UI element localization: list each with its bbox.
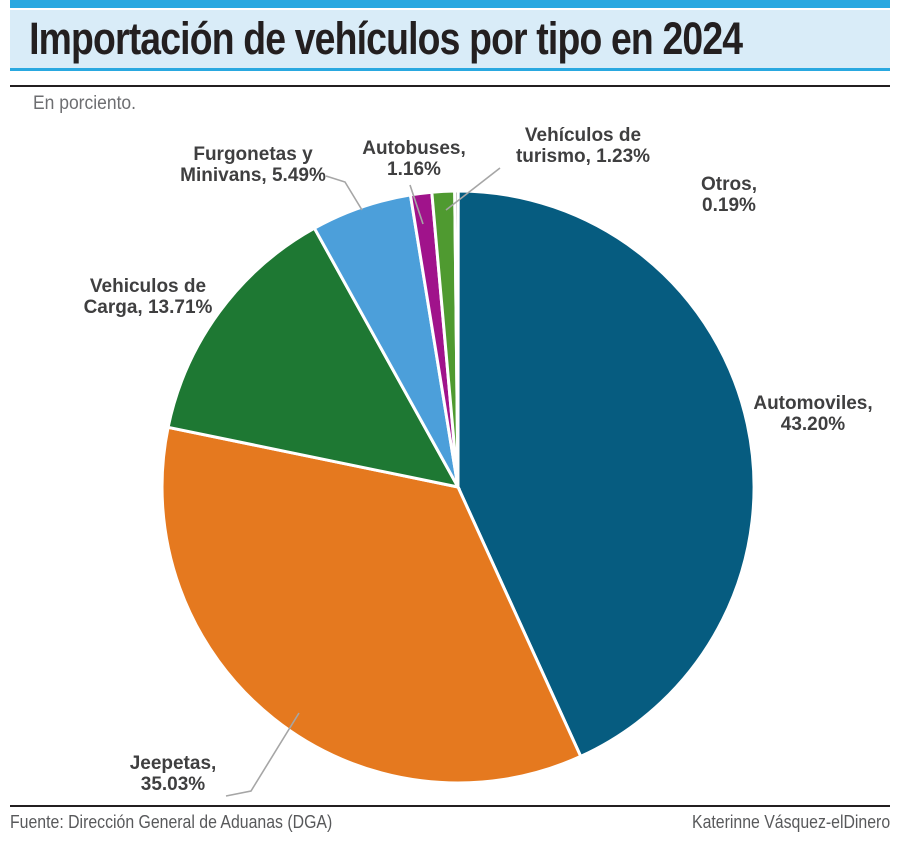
header-divider [10,85,890,87]
source-credit: Fuente: Dirección General de Aduanas (DG… [10,812,333,832]
title-band: Importación de vehículos por tipo en 202… [10,10,890,71]
leader-line-jeepetas [225,712,300,797]
author-credit: Katerinne Vásquez-elDinero [691,812,890,832]
pie-label-autobuses: Autobuses, 1.16% [362,138,466,180]
pie-label-otros: Otros, 0.19% [701,174,757,216]
pie-label-furgonetas-y-minivans: Furgonetas y Minivans, 5.49% [180,144,326,186]
leader-line-autobuses [409,184,424,225]
top-accent-bar [10,0,890,8]
pie-slice-jeepetas [160,425,583,785]
leader-line-furgonetas [325,175,363,211]
pie-label-vehiculos-de-turismo: Vehículos de turismo, 1.23% [515,125,651,167]
footer-divider [10,805,890,807]
pie-label-jeepetas: Jeepetas, 35.03% [129,753,217,795]
pie-slice-vehiculos-de-carga [166,226,461,490]
pie-slice-otros [453,189,460,488]
page-title: Importación de vehículos por tipo en 202… [29,13,743,64]
pie-label-vehiculos-de-carga: Vehiculos de Carga, 13.71% [83,276,213,318]
leader-line-turismo [445,167,501,211]
pie-label-automoviles: Automoviles, 43.20% [753,393,873,435]
pie-slice-automoviles [456,189,756,759]
pie-slices-group [160,189,756,785]
chart-subtitle: En porciento. [33,93,137,114]
